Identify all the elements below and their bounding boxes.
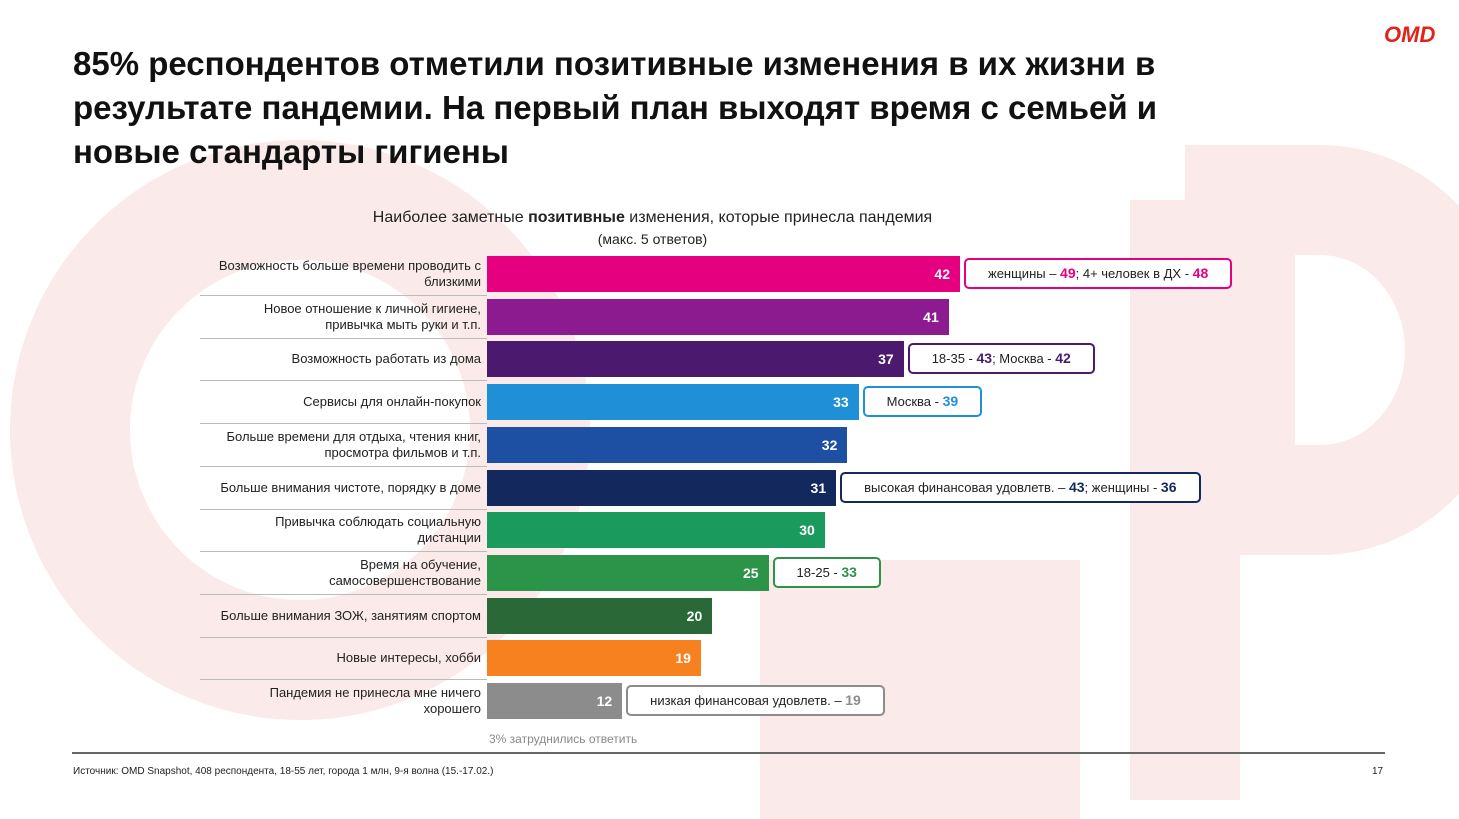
category-label: Новые интересы, хобби (336, 650, 481, 666)
value-label: 12 (596, 693, 613, 709)
callout: 18-35 - 43; Москва - 42 (907, 343, 1095, 375)
subtitle-part: Наиболее заметные (372, 209, 529, 226)
value-label: 30 (799, 522, 815, 539)
callout-text: ; 4+ человек в ДХ - (1075, 266, 1193, 281)
callout-text: ; женщины - (1084, 479, 1161, 495)
callout-text: низкая финансовая удовлетв. – (650, 693, 846, 708)
page-number: 17 (1372, 766, 1384, 777)
bar (487, 512, 825, 549)
callout: Москва - 39 (862, 386, 983, 418)
footer-rule (72, 752, 1385, 754)
row-separator (200, 636, 487, 638)
row-separator (200, 337, 487, 339)
bar (487, 426, 848, 463)
chart-subtitle: Наиболее заметные позитивные изменения, … (300, 209, 1005, 227)
row-separator (200, 508, 487, 510)
callout-highlight: 43 (1068, 478, 1085, 495)
row-separator (200, 465, 487, 467)
category-label: Новое отношение к личной гигиене, привыч… (263, 300, 481, 332)
callout-text: женщины – (988, 266, 1061, 281)
row-separator (200, 380, 487, 382)
value-label: 33 (833, 394, 849, 411)
category-label: Пандемия не принесла мне ничего хорошего (269, 685, 481, 716)
value-label: 20 (686, 607, 703, 624)
callout-highlight: 39 (942, 393, 959, 410)
category-label: Сервисы для онлайн-покупок (303, 394, 481, 410)
callout-highlight: 19 (845, 692, 861, 708)
value-label: 19 (675, 650, 691, 667)
category-label: Возможность работать из дома (291, 351, 481, 367)
callout-highlight: 42 (1055, 350, 1071, 367)
callout-highlight: 43 (976, 350, 993, 367)
callout-highlight: 49 (1060, 265, 1076, 281)
row-separator (200, 679, 487, 681)
value-label: 25 (742, 564, 759, 581)
chart-subtitle-note: (макс. 5 ответов) (597, 231, 708, 247)
callout: женщины – 49; 4+ человек в ДХ - 48 (964, 258, 1233, 289)
callout: низкая финансовая удовлетв. – 19 (626, 685, 885, 716)
value-label: 31 (810, 479, 827, 496)
bar (487, 384, 859, 421)
slide-title: 85% респондентов отметили позитивные изм… (73, 45, 1158, 170)
logo: OMD (1384, 22, 1436, 47)
row-separator (200, 593, 487, 595)
category-label: Больше внимания ЗОЖ, занятиям спортом (220, 607, 481, 623)
subtitle-part: изменения, которые принесла пандемия (624, 209, 933, 226)
bar (487, 341, 904, 378)
callout-highlight: 36 (1160, 478, 1177, 495)
row-separator (200, 295, 487, 296)
subtitle-emphasis: позитивные (528, 209, 625, 226)
row-separator (200, 551, 487, 553)
category-label: Больше времени для отдыха, чтения книг, … (226, 428, 481, 460)
value-label: 42 (934, 266, 950, 282)
bar (487, 640, 701, 677)
value-label: 41 (923, 308, 939, 325)
callout-text: Москва - (886, 394, 943, 410)
category-label: Возможность больше времени проводить с б… (218, 258, 481, 289)
bar (487, 469, 837, 506)
callout-text: 18-25 - (796, 564, 842, 580)
category-label: Больше внимания чистоте, порядку в доме (220, 479, 481, 495)
callout: высокая финансовая удовлетв. – 43; женщи… (840, 471, 1201, 503)
bar (487, 256, 960, 292)
value-label: 32 (821, 436, 838, 453)
row-separator (200, 423, 487, 425)
callout-text: высокая финансовая удовлетв. – (864, 479, 1069, 495)
callout-text: 18-35 - (931, 351, 977, 367)
category-label: Привычка соблюдать социальную дистанции (275, 514, 481, 546)
source: Источник: OMD Snapshot, 408 респондента,… (73, 766, 494, 777)
callout: 18-25 - 33 (772, 556, 881, 588)
bar (487, 683, 623, 719)
chart-note: 3% затруднились ответить (489, 732, 638, 746)
callout-text: ; Москва - (992, 351, 1056, 367)
bar (487, 554, 769, 591)
value-label: 37 (878, 351, 894, 368)
callout-highlight: 48 (1192, 265, 1209, 281)
bar (487, 597, 713, 634)
callout-highlight: 33 (841, 563, 857, 580)
category-label: Время на обучение, самосовершенствование (329, 556, 481, 588)
bar (487, 298, 949, 335)
